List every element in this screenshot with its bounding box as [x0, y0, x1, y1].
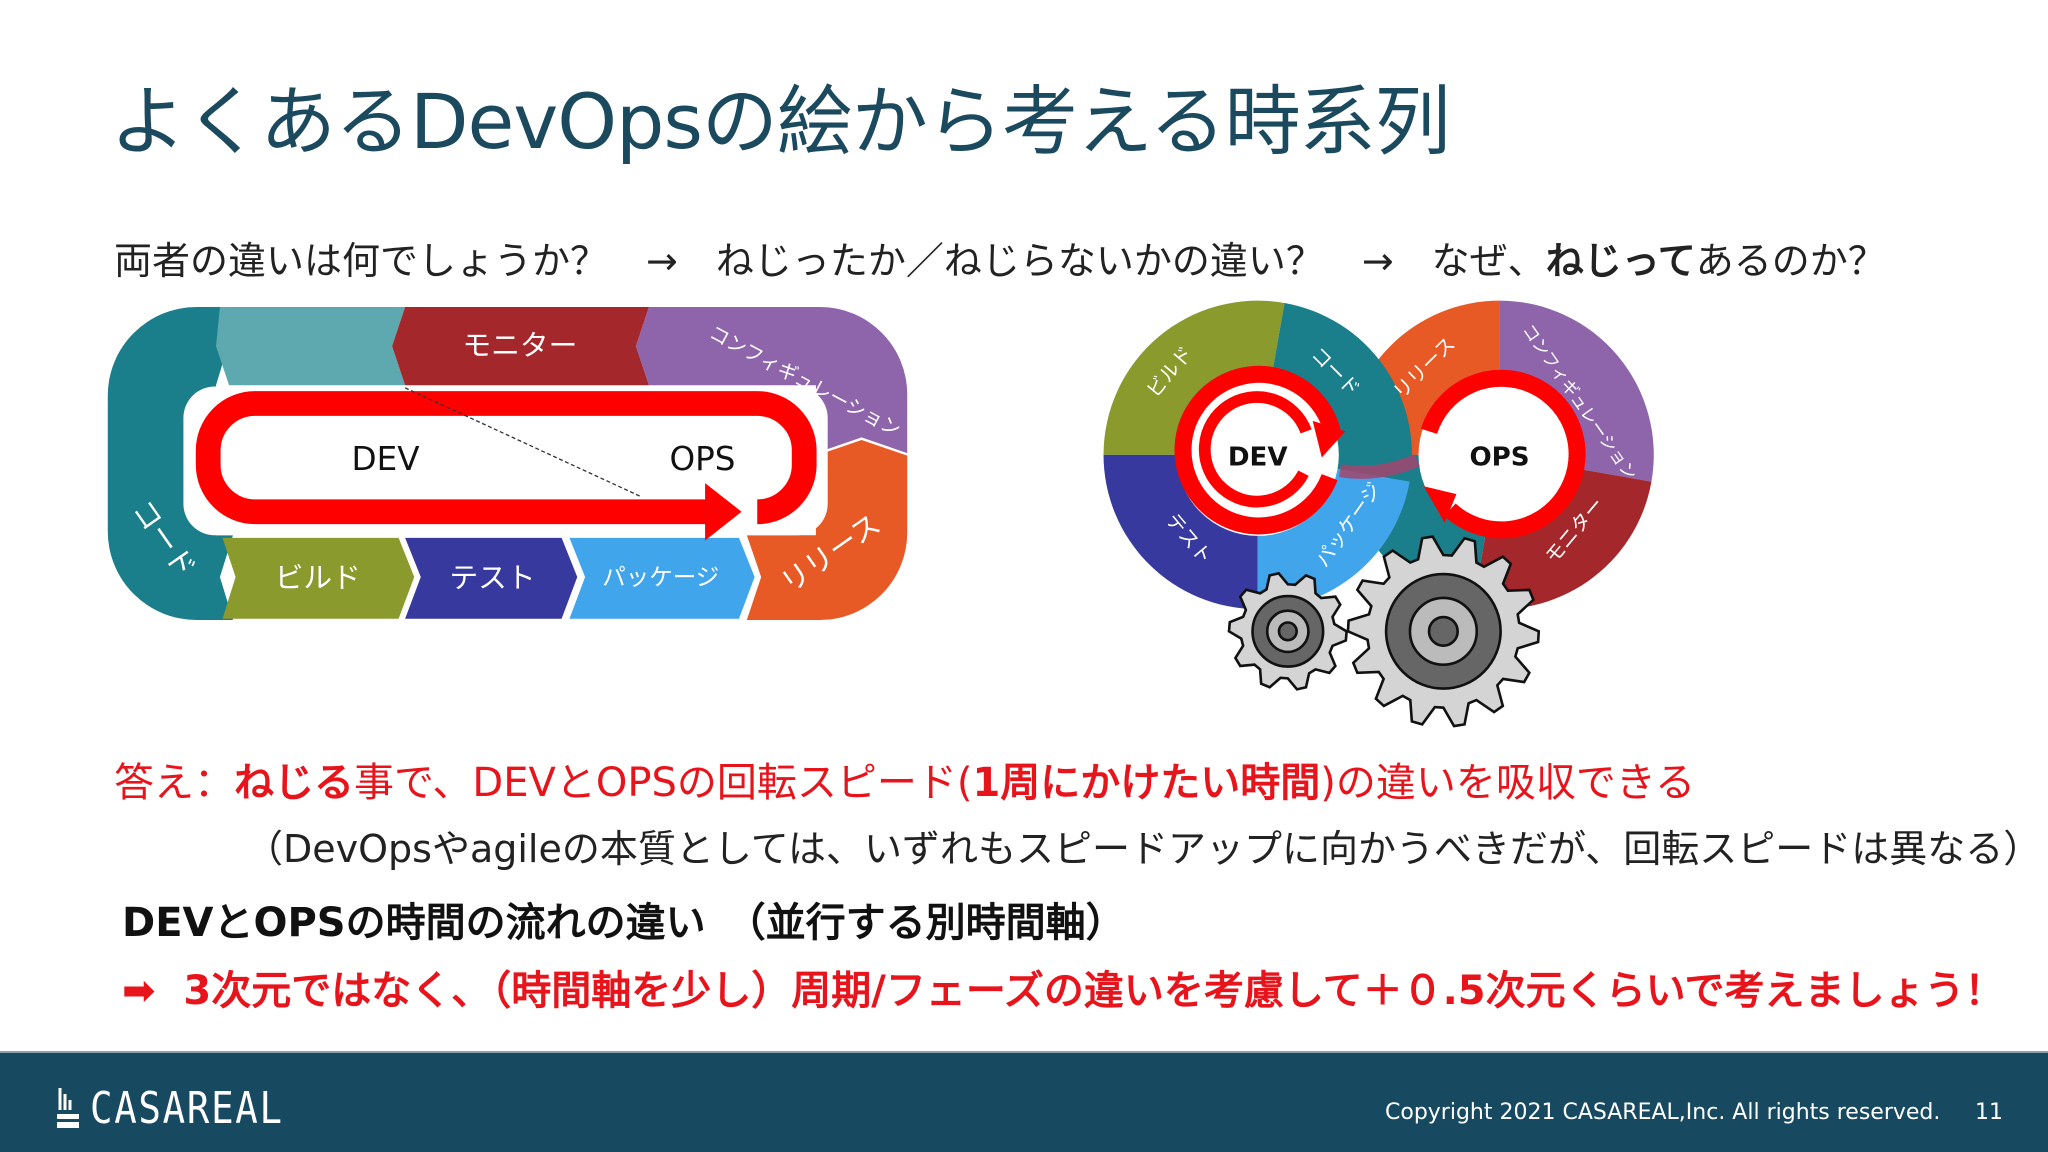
answer-bold2: 1周にかけたい時間: [972, 760, 1321, 806]
segment-monitor: [392, 307, 650, 386]
question-bold: ねじって: [1545, 239, 1696, 283]
ops-cycle-arrow: [1420, 369, 1586, 539]
segment-release: [746, 440, 908, 620]
test-label: テスト: [449, 560, 535, 594]
copyright: Copyright 2021 CASAREAL,Inc. All rights …: [1385, 1100, 1941, 1125]
package-label: パッケージ: [602, 563, 719, 591]
ops-center-label: OPS: [1469, 442, 1529, 472]
answer-prefix: 答え：: [114, 760, 234, 806]
small-gear-icon-ring: [1277, 621, 1298, 642]
red-loop-arrow: [195, 391, 817, 525]
logo-text: CASAREAL: [90, 1083, 284, 1134]
answer-mid: 事で、DEVとOPSの回転スピード(: [354, 760, 973, 806]
large-gear-icon-ring: [1427, 615, 1459, 647]
logo-icon: [57, 1087, 79, 1128]
linear-devops-diagram: DEV OPS モニター コンフィギュレーション コード ビルド テスト パッケ…: [107, 307, 908, 620]
build-label: ビルド: [275, 560, 361, 594]
page-number: 11: [1975, 1100, 2003, 1125]
dev-center-label: DEV: [1228, 442, 1289, 472]
question-part2: あるのか？: [1695, 239, 1886, 283]
company-logo: CASAREAL: [56, 1083, 318, 1134]
monitor-label: モニター: [463, 328, 578, 362]
page-title: よくあるDevOpsの絵から考える時系列: [110, 77, 1451, 166]
conclusion-line: ➡ 3次元ではなく、（時間軸を少し）周期/フェーズの違いを考慮して＋０.5次元く…: [122, 958, 2004, 1016]
segment-build: [222, 537, 415, 619]
answer-line: 答え：ねじる事で、DEVとOPSの回転スピード(1周にかけたい時間)の違いを吸収…: [114, 750, 1695, 808]
twisted-devops-diagram: DEV OPS ビルド コード テスト パッケージ リリース コンフィギュレーシ…: [1103, 300, 1654, 728]
question-line: 両者の違いは何でしょうか？ → ねじったか／ねじらないかの違い？ → なぜ、ねじ…: [114, 230, 1886, 285]
question-part1: 両者の違いは何でしょうか？ → ねじったか／ねじらないかの違い？ → なぜ、: [114, 239, 1546, 283]
answer-suffix: )の違いを吸収できる: [1320, 760, 1696, 806]
section-heading: DEVとOPSの時間の流れの違い （並行する別時間軸）: [122, 900, 1126, 946]
handoff-arrow: [1338, 454, 1420, 479]
answer-bold1: ねじる: [234, 760, 354, 806]
dev-cycle-arrow: [1174, 365, 1341, 535]
segment-package: [569, 537, 755, 619]
segment-config: [635, 307, 908, 454]
note-line: （DevOpsやagileの本質としては、いずれもスピードアップに向かうべきだが…: [245, 827, 2042, 871]
conclusion-text: 3次元ではなく、（時間軸を少し）周期/フェーズの違いを考慮して＋０.5次元くらい…: [183, 968, 2005, 1014]
ops-label: OPS: [669, 440, 735, 478]
segment-light-teal: [216, 307, 406, 386]
segment-code: [107, 307, 233, 620]
arrow-icon: ➡: [122, 968, 156, 1014]
dev-label: DEV: [352, 440, 421, 478]
footer: CASAREAL Copyright 2021 CASAREAL,Inc. Al…: [0, 1051, 2048, 1152]
segment-test: [405, 537, 578, 619]
